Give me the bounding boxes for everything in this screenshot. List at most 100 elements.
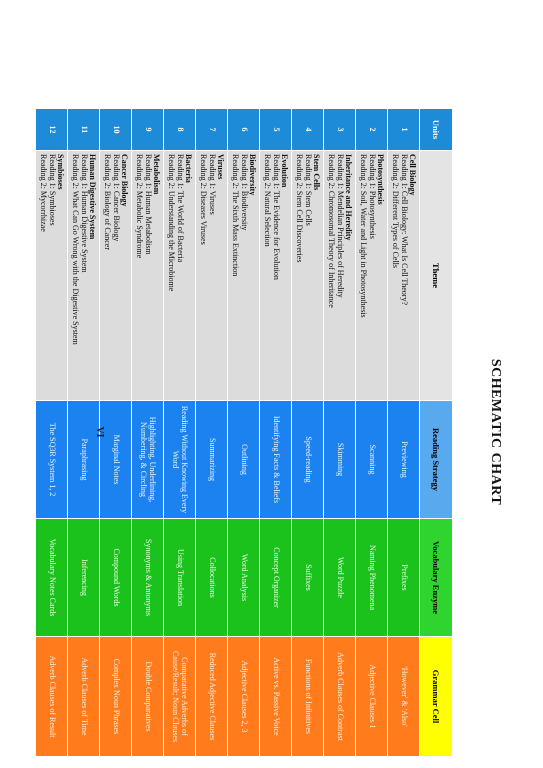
theme-header: Theme — [419, 150, 453, 401]
reading-2-title: Reading 2: What Can Go Wrong with the Di… — [71, 154, 81, 345]
unit-number: 9 — [131, 108, 164, 151]
reading-1-title: Reading 1: Symbioses — [47, 154, 57, 226]
reading-2-title: Reading 2: The Sixth Mass Extinction — [231, 154, 241, 277]
table-row: 1 Cell Biology Reading 1: Cell Biology: Wh… — [387, 108, 420, 757]
page-title: SCHEMATIC CHART — [488, 358, 503, 506]
table-row: 5 Evolution Reading 1: The Evidence for Ev… — [259, 108, 292, 757]
theme-cell: Cell Biology Reading 1: Cell Biology: Wha… — [387, 150, 420, 401]
unit-number: 2 — [355, 108, 388, 151]
theme-name: Stem Cells — [312, 154, 322, 191]
reading-1-title: Reading 1: Cell Biology: What Is Cell Th… — [399, 154, 409, 306]
reading-2-title: Reading 2: Diseases Viruses — [199, 154, 209, 245]
table-header-row: Units Theme Reading Strategy Vocabulary … — [419, 108, 453, 757]
theme-name: Cell Biology — [408, 154, 418, 196]
vocabulary-enzyme-cell: Word Puzzle — [323, 518, 356, 637]
reading-2-title: Reading 2: Understanding the Microbiome — [167, 154, 177, 292]
unit-number: 4 — [291, 108, 324, 151]
unit-number: 1 — [387, 108, 420, 151]
theme-name: Bacteria — [184, 154, 194, 183]
table-row: 8 Bacteria Reading 1: The World of Bacteri… — [163, 108, 196, 757]
vocabulary-enzyme-cell: Prefixes — [387, 518, 420, 637]
theme-cell: Photosynthesis Reading 1: Photosynthesis R… — [355, 150, 388, 401]
reading-strategy-cell: The SQ3R System 1, 2 — [35, 400, 68, 519]
theme-cell: Stem Cells Reading 1: Stem Cells Reading 2… — [291, 150, 324, 401]
reading-1-title: Reading 1: Biodiversity — [239, 154, 249, 231]
grammar-cell: Adverb Clauses of Contrast — [323, 636, 356, 757]
vocabulary-enzyme-cell: Naming Phenomena — [355, 518, 388, 637]
reading-2-title: Reading 2: Different Types of Cells — [391, 154, 401, 269]
theme-cell: Symbioses Reading 1: Symbioses Reading 2: … — [35, 150, 68, 401]
reading-1-title: Reading 1: Stem Cells — [303, 154, 313, 226]
theme-name: Viruses — [216, 154, 226, 180]
grammar-cell: Adverb Clauses of Result — [35, 636, 68, 757]
reading-strategy-cell: Skimming — [323, 400, 356, 519]
grammar-cell: 'However' & 'Also' — [387, 636, 420, 757]
reading-2-title: Reading 2: Soil, Water and Light in Phot… — [359, 154, 369, 318]
reading-1-title: Reading 1: Viruses — [207, 154, 217, 215]
reading-strategy-cell: Outlining — [227, 400, 260, 519]
reading-2-title: Reading 2: Stem Cell Discoveries — [295, 154, 305, 263]
theme-name: Cancer Biology — [120, 154, 130, 207]
table-row: 3 Inheritance and Heredity Reading 1: Mend… — [323, 108, 356, 757]
reading-2-title: Reading 2: Mycorrhizae — [39, 154, 49, 232]
theme-cell: Bacteria Reading 1: The World of Bacteria… — [163, 150, 196, 401]
vocabulary-enzyme-cell: Collocations — [195, 518, 228, 637]
reading-1-title: Reading 1: The Evidence for Evolution — [271, 154, 281, 280]
unit-number: 3 — [323, 108, 356, 151]
theme-cell: Viruses Reading 1: Viruses Reading 2: Dise… — [195, 150, 228, 401]
theme-cell: Biodiversity Reading 1: Biodiversity Readi… — [227, 150, 260, 401]
grammar-cell: Comparative Adverbs of Cause/Result; Nou… — [163, 636, 196, 757]
vocabulary-enzyme-cell: Concept Organizer — [259, 518, 292, 637]
reading-strategy-cell: Highlighting, Underlining, Numbering, & … — [131, 400, 164, 519]
table-row: 6 Biodiversity Reading 1: Biodiversity Read… — [227, 108, 260, 757]
unit-number: 7 — [195, 108, 228, 151]
reading-2-title: Reading 2: Natural Selection — [263, 154, 273, 247]
unit-number: 6 — [227, 108, 260, 151]
theme-name: Symbioses — [56, 154, 66, 190]
grammar-cell-header: Grammar Cell — [419, 636, 453, 757]
reading-1-title: Reading 1: Mendelian Principles of Hered… — [335, 154, 345, 298]
table-row: 4 Stem Cells Reading 1: Stem Cells Reading … — [291, 108, 324, 757]
reading-2-title: Reading 2: Metabolic Syndrome — [135, 154, 145, 259]
reading-strategy-cell: Reading Without Knowing Every Word — [163, 400, 196, 519]
reading-strategy-header: Reading Strategy — [419, 400, 453, 519]
grammar-cell: Reduced Adjective Clauses — [195, 636, 228, 757]
units-header: Units — [419, 108, 453, 151]
reading-strategy-cell: Scanning — [355, 400, 388, 519]
reading-1-title: Reading 1: Human Digestive System — [79, 154, 89, 273]
reading-strategy-cell: Identifying Facts & Beliefs — [259, 400, 292, 519]
grammar-cell: Double Comparatives — [131, 636, 164, 757]
reading-1-title: Reading 1: Human Metabolism — [143, 154, 153, 255]
theme-name: Biodiversity — [248, 154, 258, 196]
reading-1-title: Reading 1: Cancer Biology — [111, 154, 121, 242]
table-row: 2 Photosynthesis Reading 1: Photosynthesis… — [355, 108, 388, 757]
vocabulary-enzyme-cell: Using Translation — [163, 518, 196, 637]
rotated-page: SCHEMATIC CHART Units Theme Reading Stra… — [35, 108, 503, 757]
table-row: 7 Viruses Reading 1: Viruses Reading 2: Dis… — [195, 108, 228, 757]
reading-1-title: Reading 1: Photosynthesis — [367, 154, 377, 239]
vocabulary-enzyme-cell: Word Analysis — [227, 518, 260, 637]
theme-cell: Evolution Reading 1: The Evidence for Evo… — [259, 150, 292, 401]
grammar-cell: Adjective Clauses 1 — [355, 636, 388, 757]
vocabulary-enzyme-cell: Suffixes — [291, 518, 324, 637]
theme-name: Photosynthesis — [376, 154, 386, 205]
theme-cell: Inheritance and Heredity Reading 1: Mende… — [323, 150, 356, 401]
reading-strategy-cell: Speed-reading — [291, 400, 324, 519]
table-row: 12 Symbioses Reading 1: Symbioses Reading 2… — [35, 108, 68, 757]
theme-name: Evolution — [280, 154, 290, 188]
vocabulary-enzyme-cell: Synonyms & Antonyms — [131, 518, 164, 637]
unit-number: 5 — [259, 108, 292, 151]
unit-number: 8 — [163, 108, 196, 151]
vocabulary-enzyme-cell: Vocabulary Notes Cards — [35, 518, 68, 637]
unit-number: 12 — [35, 108, 68, 151]
vocabulary-enzyme-header: Vocabulary Enzyme — [419, 518, 453, 637]
theme-name: Metabolism — [152, 154, 162, 195]
reading-2-title: Reading 2: Chromosomal Theory of Inherit… — [327, 154, 337, 308]
theme-cell: Metabolism Reading 1: Human Metabolism Rea… — [131, 150, 164, 401]
reading-strategy-cell: Summarizing — [195, 400, 228, 519]
reading-strategy-cell: Previewing — [387, 400, 420, 519]
grammar-cell: Adjective Clauses 2, 3 — [227, 636, 260, 757]
grammar-cell: Active vs. Passive Voice — [259, 636, 292, 757]
theme-name: Inheritance and Heredity — [344, 154, 354, 241]
table-row: 9 Metabolism Reading 1: Human Metabolism Re… — [131, 108, 164, 757]
